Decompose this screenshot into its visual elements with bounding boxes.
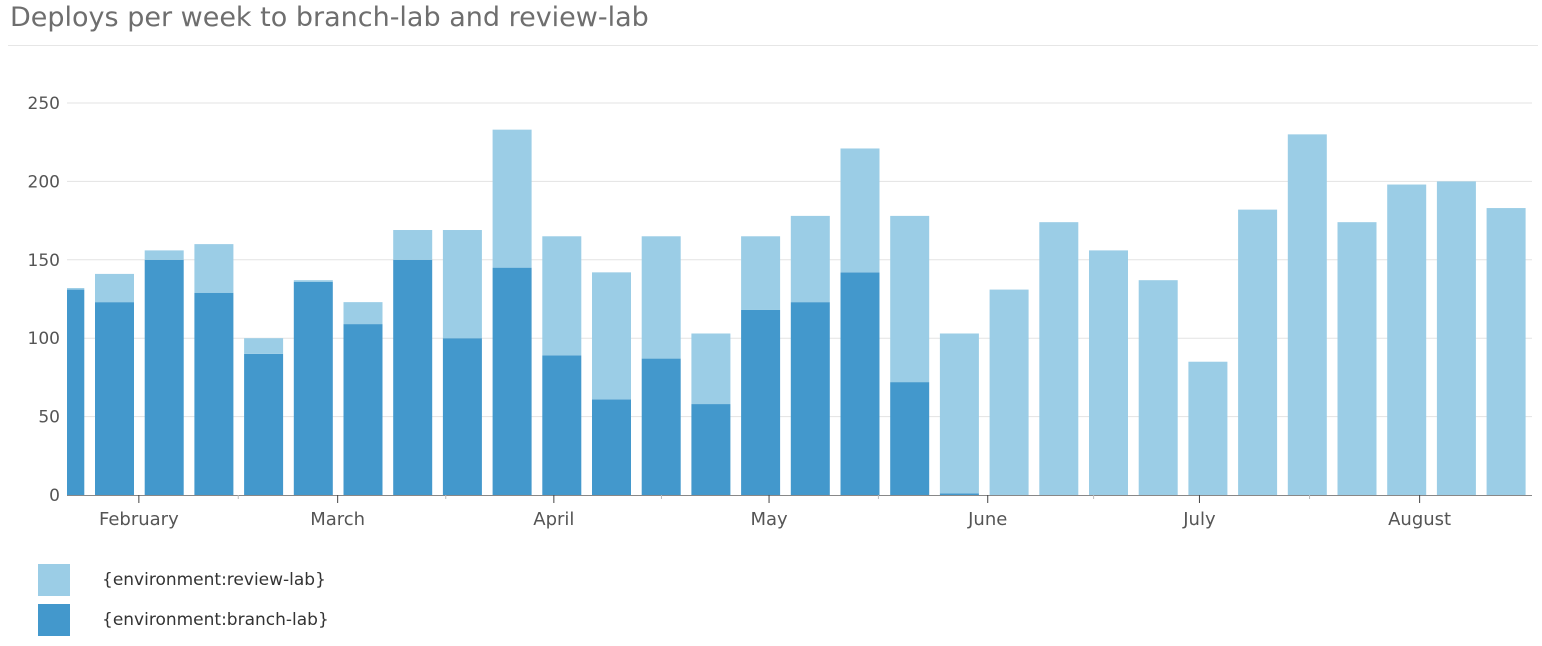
y-tick-label: 150 [28,251,60,271]
bar-review-lab[interactable] [939,333,979,494]
legend-swatch-review-lab [38,564,70,596]
bar-branch-lab[interactable] [95,302,134,495]
bar-review-lab[interactable] [442,230,482,339]
y-tick-label: 200 [28,172,60,192]
bar-review-lab[interactable] [293,280,333,282]
bar-review-lab[interactable] [244,338,284,354]
bar-branch-lab[interactable] [840,272,880,495]
bars [45,129,1526,495]
bar-review-lab[interactable] [592,272,631,400]
bar-branch-lab[interactable] [442,338,482,495]
bar-review-lab[interactable] [393,230,433,260]
x-tick-label: July [1182,509,1216,530]
legend-label: {environment:review-lab} [102,570,326,590]
bar-branch-lab[interactable] [293,281,333,495]
bar-review-lab[interactable] [492,129,532,268]
x-tick-label: June [967,509,1007,530]
bar-review-lab[interactable] [1188,361,1228,495]
legend-item-branch-lab[interactable]: {environment:branch-lab} [38,600,329,640]
legend: {environment:review-lab} {environment:br… [38,560,329,640]
bar-branch-lab[interactable] [194,292,234,495]
bar-review-lab[interactable] [1287,134,1327,495]
bar-review-lab[interactable] [95,273,134,303]
bar-branch-lab[interactable] [144,259,184,495]
bar-review-lab[interactable] [691,333,731,405]
title-divider [8,45,1538,46]
bar-branch-lab[interactable] [244,353,284,495]
legend-item-review-lab[interactable]: {environment:review-lab} [38,560,329,600]
bar-review-lab[interactable] [343,302,383,325]
bar-review-lab[interactable] [1238,209,1278,495]
chart-title: Deploys per week to branch-lab and revie… [10,2,649,33]
bar-review-lab[interactable] [641,236,681,359]
bar-branch-lab[interactable] [939,493,979,495]
bar-review-lab[interactable] [890,215,930,383]
bar-review-lab[interactable] [1039,222,1079,495]
bar-branch-lab[interactable] [592,399,631,495]
bar-review-lab[interactable] [194,244,234,293]
bar-review-lab[interactable] [1436,181,1476,495]
bar-branch-lab[interactable] [343,324,383,495]
bar-branch-lab[interactable] [691,404,731,495]
bar-branch-lab[interactable] [741,309,781,495]
bar-branch-lab[interactable] [641,358,681,495]
y-tick-label: 50 [38,408,60,428]
x-tick-label: March [310,509,365,530]
legend-swatch-branch-lab [38,604,70,636]
bar-review-lab[interactable] [989,289,1029,495]
x-tick-label: April [533,509,574,530]
bar-branch-lab[interactable] [393,259,433,495]
bar-review-lab[interactable] [1486,208,1526,495]
bar-review-lab[interactable] [542,236,582,356]
bar-review-lab[interactable] [840,148,880,273]
y-tick-label: 0 [49,486,60,506]
bar-branch-lab[interactable] [542,355,582,495]
bar-review-lab[interactable] [790,215,830,303]
bar-review-lab[interactable] [1138,280,1178,495]
bar-branch-lab[interactable] [890,382,930,495]
bar-review-lab[interactable] [741,236,781,310]
bar-branch-lab[interactable] [492,267,532,495]
y-tick-label: 100 [28,329,60,349]
x-tick-label: February [99,509,179,530]
bar-branch-lab[interactable] [790,302,830,495]
y-tick-label: 250 [28,94,60,114]
x-tick-label: August [1388,509,1451,530]
bar-chart: 0 50 100 150 200 250 February March April May June… [28,94,1532,530]
x-tick-label: May [750,509,788,530]
bar-review-lab[interactable] [45,288,85,290]
bar-review-lab[interactable] [144,250,184,260]
bar-review-lab[interactable] [1337,222,1377,495]
legend-label: {environment:branch-lab} [102,610,329,630]
bar-branch-lab[interactable] [45,289,85,495]
bar-review-lab[interactable] [1387,184,1427,495]
bar-review-lab[interactable] [1089,250,1128,495]
